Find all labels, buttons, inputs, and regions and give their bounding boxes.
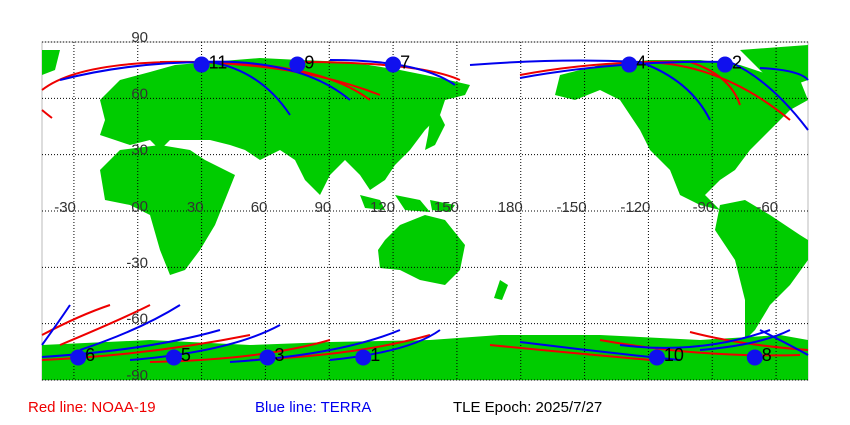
lat-tick-label: 0 <box>140 198 148 215</box>
satellite-point <box>289 56 306 73</box>
lon-tick-label: 180 <box>498 199 523 216</box>
point-label: 10 <box>664 345 684 365</box>
lon-tick-label: 60 <box>251 199 268 216</box>
lon-tick-label: -60 <box>756 199 778 216</box>
point-label: 11 <box>209 52 228 72</box>
lon-tick-label: -120 <box>620 199 650 216</box>
point-label: 8 <box>762 345 772 365</box>
lon-tick-label: -150 <box>557 199 587 216</box>
lat-tick-label: 30 <box>131 142 148 159</box>
point-label: 3 <box>275 345 285 365</box>
points: 11 9 7 4 2 6 5 3 1 10 8 <box>70 52 772 366</box>
lat-tick-label: -30 <box>126 254 148 271</box>
point-label: 6 <box>85 345 95 365</box>
lon-tick-label: 0 <box>131 199 139 216</box>
lon-tick-label: -90 <box>693 199 715 216</box>
satellite-point <box>193 56 210 73</box>
lon-tick-label: 150 <box>434 199 459 216</box>
antarctica <box>42 335 808 380</box>
satellite-point <box>717 56 734 73</box>
lat-tick-label: -90 <box>126 367 148 384</box>
new-zealand <box>494 280 508 300</box>
point-label: 2 <box>732 52 742 72</box>
legend-terra: Blue line: TERRA <box>255 399 371 416</box>
satellite-point <box>165 349 182 366</box>
lat-tick-label: -60 <box>126 311 148 328</box>
terra-track-south <box>41 304 809 363</box>
lon-tick-label: -30 <box>54 199 76 216</box>
legend-epoch: TLE Epoch: 2025/7/27 <box>453 399 602 416</box>
north-america <box>555 60 808 210</box>
islands <box>360 195 455 212</box>
lon-tick-label: 90 <box>315 199 332 216</box>
lon-tick-label: 120 <box>370 199 395 216</box>
point-label: 7 <box>400 52 410 72</box>
satellite-point <box>259 349 276 366</box>
legend-noaa: Red line: NOAA-19 <box>28 399 156 416</box>
point-label: 1 <box>370 345 380 365</box>
satellite-point <box>648 349 665 366</box>
eurasia <box>100 58 470 195</box>
point-label: 4 <box>636 52 646 72</box>
land <box>42 45 808 380</box>
satellite-point <box>621 56 638 73</box>
lat-tick-label: 60 <box>131 85 148 102</box>
satellite-point <box>355 349 372 366</box>
lat-tick-label: 90 <box>131 29 148 46</box>
point-label: 9 <box>304 52 314 72</box>
south-america <box>715 200 808 340</box>
grid <box>42 41 808 381</box>
point-label: 5 <box>181 345 191 365</box>
satellite-point <box>385 56 402 73</box>
satellite-point <box>746 349 763 366</box>
satellite-point <box>70 349 87 366</box>
britain <box>116 83 128 101</box>
noaa-track-south <box>41 304 809 363</box>
lon-tick-label: 30 <box>187 199 204 216</box>
japan <box>425 115 445 150</box>
